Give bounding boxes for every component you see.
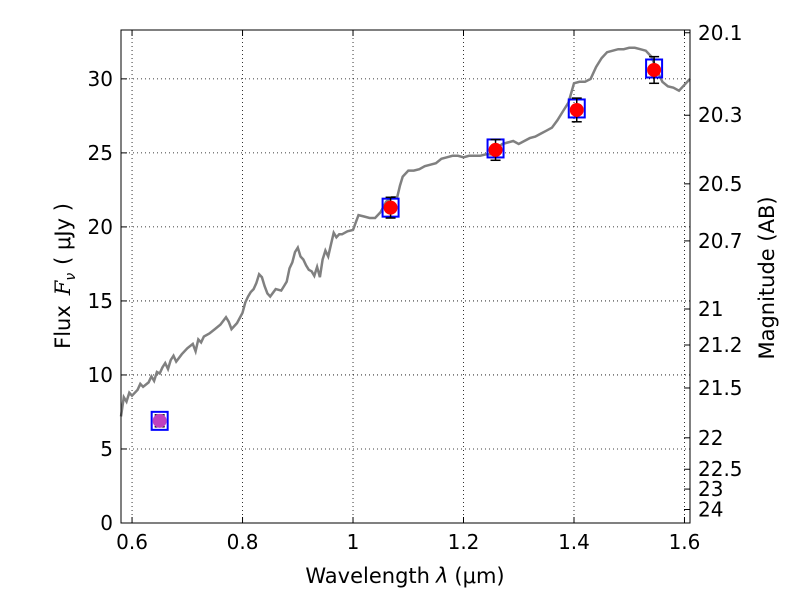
- y-tick-label: 0: [100, 511, 113, 535]
- model-flux-box: [150, 410, 169, 431]
- x-tick-label: 1.4: [558, 530, 590, 554]
- y-tick-label: 20: [88, 215, 113, 239]
- plot-frame: [120, 29, 691, 524]
- y-tick-label: 15: [88, 289, 113, 313]
- observed-flux-point: [569, 102, 584, 117]
- observed-flux-point: [488, 142, 503, 157]
- x-tick-label: 1.2: [448, 530, 480, 554]
- grid: [121, 30, 690, 524]
- y-tick-label: 10: [88, 363, 113, 387]
- y2-tick-label: 20.1: [698, 21, 743, 45]
- y2-tick-label: 21.5: [698, 376, 743, 400]
- y2-tick-label: 22.5: [698, 457, 743, 481]
- y-tick-label: 5: [100, 437, 113, 461]
- x-axis-title: Wavelength λ (μm): [305, 564, 504, 588]
- observed-flux-point: [647, 62, 662, 77]
- y2-tick-label: 20.3: [698, 103, 743, 127]
- x-tick-label: 1.6: [669, 530, 701, 554]
- x-tick-label: 0.8: [227, 530, 259, 554]
- y-tick-label: 30: [88, 67, 113, 91]
- axis-ticks: 0.6 0.8 1 1.2 1.4 1.6 0 5 10 15 20 25 30 20.1 20.3 20.5…: [88, 21, 743, 554]
- y2-tick-label: 24: [698, 497, 723, 521]
- y2-tick-label: 20.5: [698, 172, 743, 196]
- y2-tick-label: 23: [698, 477, 723, 501]
- y2-tick-label: 21.2: [698, 333, 743, 357]
- y-tick-label: 25: [88, 141, 113, 165]
- observed-flux-point: [152, 413, 167, 428]
- y2-axis-title: Magnitude (AB): [755, 196, 779, 359]
- model-spectrum-line: [119, 46, 691, 417]
- observed-flux-point: [383, 200, 398, 215]
- x-tick-label: 1: [347, 530, 360, 554]
- x-tick-label: 0.6: [116, 530, 148, 554]
- y2-tick-label: 21: [698, 297, 723, 321]
- y2-tick-label: 22: [698, 426, 723, 450]
- plot-series: [119, 46, 691, 431]
- y2-tick-label: 20.7: [698, 229, 743, 253]
- y-axis-title: FluxFν( μJy ): [51, 203, 79, 349]
